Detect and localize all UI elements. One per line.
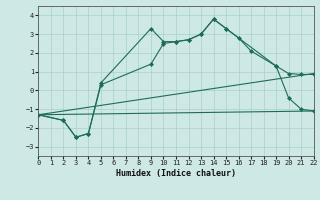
X-axis label: Humidex (Indice chaleur): Humidex (Indice chaleur) xyxy=(116,169,236,178)
